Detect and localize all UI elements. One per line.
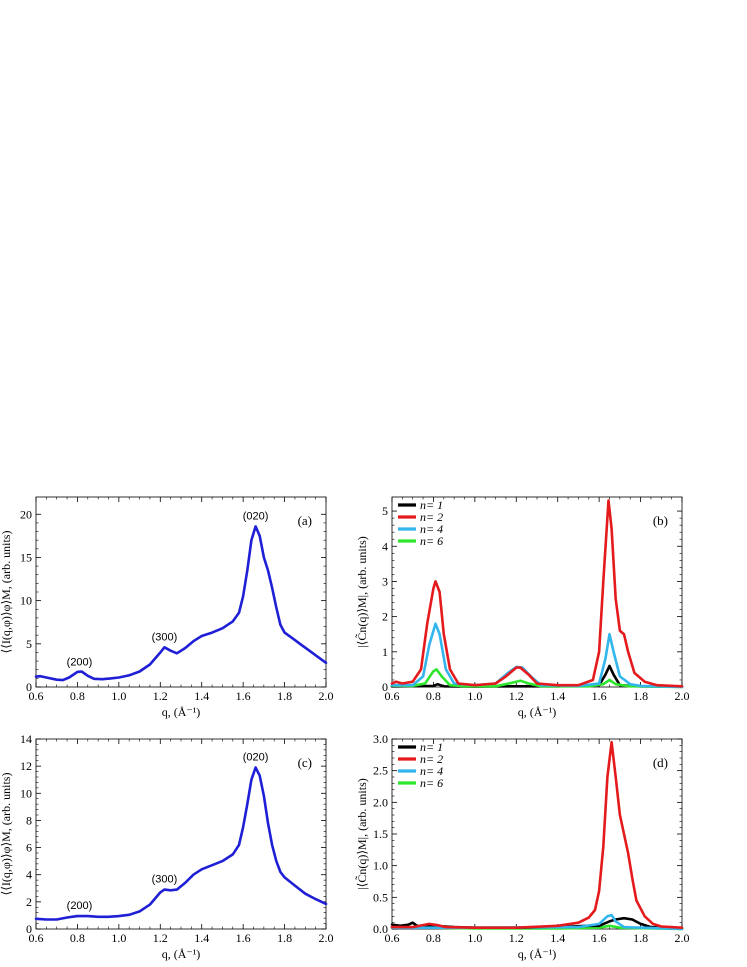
x-tick-label: 1.0 <box>467 931 482 945</box>
y-axis-label: |⟨C̃n(q)⟩M|, (arb. units) <box>355 778 369 890</box>
x-tick-label: 1.0 <box>111 931 126 945</box>
y-axis-label: ⟨⟨I(q,φ)⟩φ⟩M, (arb. units) <box>0 773 13 896</box>
x-tick-label: 0.8 <box>70 931 85 945</box>
y-tick-label: 3.0 <box>373 732 388 746</box>
y-tick-label: 0.5 <box>373 890 388 904</box>
panel-label: (a) <box>298 513 312 528</box>
x-axis-label: q, (Å⁻¹) <box>162 947 201 961</box>
y-tick-label: 5 <box>382 504 388 518</box>
x-tick-label: 2.0 <box>675 931 690 945</box>
x-tick-label: 1.8 <box>277 689 292 703</box>
peak-label: (300) <box>152 631 178 643</box>
y-tick-label: 0.0 <box>373 922 388 936</box>
panel-label: (b) <box>653 513 668 528</box>
x-tick-label: 1.0 <box>467 689 482 703</box>
y-tick-label: 2.5 <box>373 764 388 778</box>
y-tick-label: 0 <box>382 680 388 694</box>
x-tick-label: 1.8 <box>633 689 648 703</box>
y-axis-label: |⟨C̃n(q)⟩M|, (arb. units) <box>355 536 369 648</box>
x-axis-label: q, (Å⁻¹) <box>162 705 201 719</box>
legend-label: n= 2 <box>420 510 443 524</box>
y-tick-label: 12 <box>20 759 32 773</box>
x-tick-label: 1.8 <box>633 931 648 945</box>
series-line-green <box>390 668 684 689</box>
x-tick-label: 1.6 <box>236 689 251 703</box>
legend-label: n= 6 <box>420 534 443 548</box>
legend-label: n= 2 <box>420 752 443 766</box>
y-tick-label: 10 <box>20 786 32 800</box>
legend-label: n= 4 <box>420 764 443 778</box>
y-tick-label: 20 <box>20 507 32 521</box>
x-tick-label: 1.2 <box>153 931 168 945</box>
y-tick-label: 10 <box>20 594 32 608</box>
x-tick-label: 1.4 <box>550 931 565 945</box>
y-tick-label: 5 <box>26 637 32 651</box>
y-tick-label: 6 <box>26 841 32 855</box>
x-tick-label: 1.4 <box>194 931 209 945</box>
panel-label: (c) <box>298 755 312 770</box>
x-tick-label: 0.8 <box>426 689 441 703</box>
x-tick-label: 1.2 <box>509 931 524 945</box>
y-tick-label: 1 <box>382 645 388 659</box>
x-tick-label: 2.0 <box>675 689 690 703</box>
x-tick-label: 2.0 <box>319 931 334 945</box>
y-tick-label: 4 <box>26 868 32 882</box>
panel-a: 0.6 0.8 1.0 1.2 1.4 1.6 1.8 2.0 0 5 10 15 20 (200) (30… <box>0 496 334 719</box>
y-tick-label: 2 <box>382 610 388 624</box>
panel-c: 0.6 0.8 1.0 1.2 1.4 1.6 1.8 2.0 0 2 4 6 8 10 12 14 (200)… <box>0 732 334 961</box>
x-tick-label: 0.6 <box>385 931 400 945</box>
x-tick-label: 1.4 <box>550 689 565 703</box>
x-tick-label: 0.8 <box>426 931 441 945</box>
peak-label: (020) <box>243 752 269 764</box>
y-tick-label: 0 <box>26 680 32 694</box>
peak-label: (200) <box>67 656 93 668</box>
y-tick-label: 2.0 <box>373 795 388 809</box>
x-tick-label: 0.8 <box>70 689 85 703</box>
panel-d: 0.6 0.8 1.0 1.2 1.4 1.6 1.8 2.0 0.0 0.5 1.0 1.5 2.0 2… <box>355 732 690 961</box>
x-tick-label: 1.2 <box>153 689 168 703</box>
series-line-red <box>390 740 684 929</box>
y-tick-label: 4 <box>382 539 388 553</box>
x-tick-label: 1.2 <box>509 689 524 703</box>
y-tick-label: 8 <box>26 813 32 827</box>
legend-label: n= 1 <box>420 740 443 754</box>
peak-label: (020) <box>243 510 269 522</box>
series-line-blue <box>34 766 328 921</box>
series-line-red <box>390 499 684 688</box>
x-tick-label: 1.6 <box>236 931 251 945</box>
panel-label: (d) <box>653 755 668 770</box>
y-tick-label: 3 <box>382 574 388 588</box>
x-tick-label: 0.6 <box>29 689 44 703</box>
y-axis-label: ⟨⟨I(q,φ)⟩φ⟩M, (arb. units) <box>0 531 13 654</box>
x-tick-label: 2.0 <box>319 689 334 703</box>
y-tick-label: 1.0 <box>373 859 388 873</box>
x-tick-label: 1.4 <box>194 689 209 703</box>
y-tick-label: 15 <box>20 550 32 564</box>
x-tick-label: 1.0 <box>111 689 126 703</box>
legend-label: n= 6 <box>420 776 443 790</box>
x-axis-label: q, (Å⁻¹) <box>518 947 557 961</box>
y-tick-label: 1.5 <box>373 827 388 841</box>
peak-label: (300) <box>152 874 178 886</box>
y-tick-label: 0 <box>26 922 32 936</box>
legend-label: n= 4 <box>420 522 443 536</box>
series-line-blue <box>34 525 328 682</box>
x-tick-label: 1.6 <box>592 931 607 945</box>
y-tick-label: 14 <box>20 732 32 746</box>
peak-label: (200) <box>67 900 93 912</box>
x-tick-label: 1.8 <box>277 931 292 945</box>
x-tick-label: 1.6 <box>592 689 607 703</box>
x-tick-label: 0.6 <box>29 931 44 945</box>
legend-label: n= 1 <box>420 498 443 512</box>
y-tick-label: 2 <box>26 895 32 909</box>
x-axis-label: q, (Å⁻¹) <box>518 705 557 719</box>
x-tick-label: 0.6 <box>385 689 400 703</box>
